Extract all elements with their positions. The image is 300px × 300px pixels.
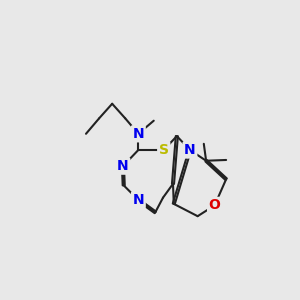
Text: N: N [184,143,196,157]
Text: N: N [133,193,144,207]
Text: S: S [159,143,169,157]
Text: N: N [133,127,144,141]
Text: N: N [117,159,129,173]
Text: O: O [208,198,220,212]
